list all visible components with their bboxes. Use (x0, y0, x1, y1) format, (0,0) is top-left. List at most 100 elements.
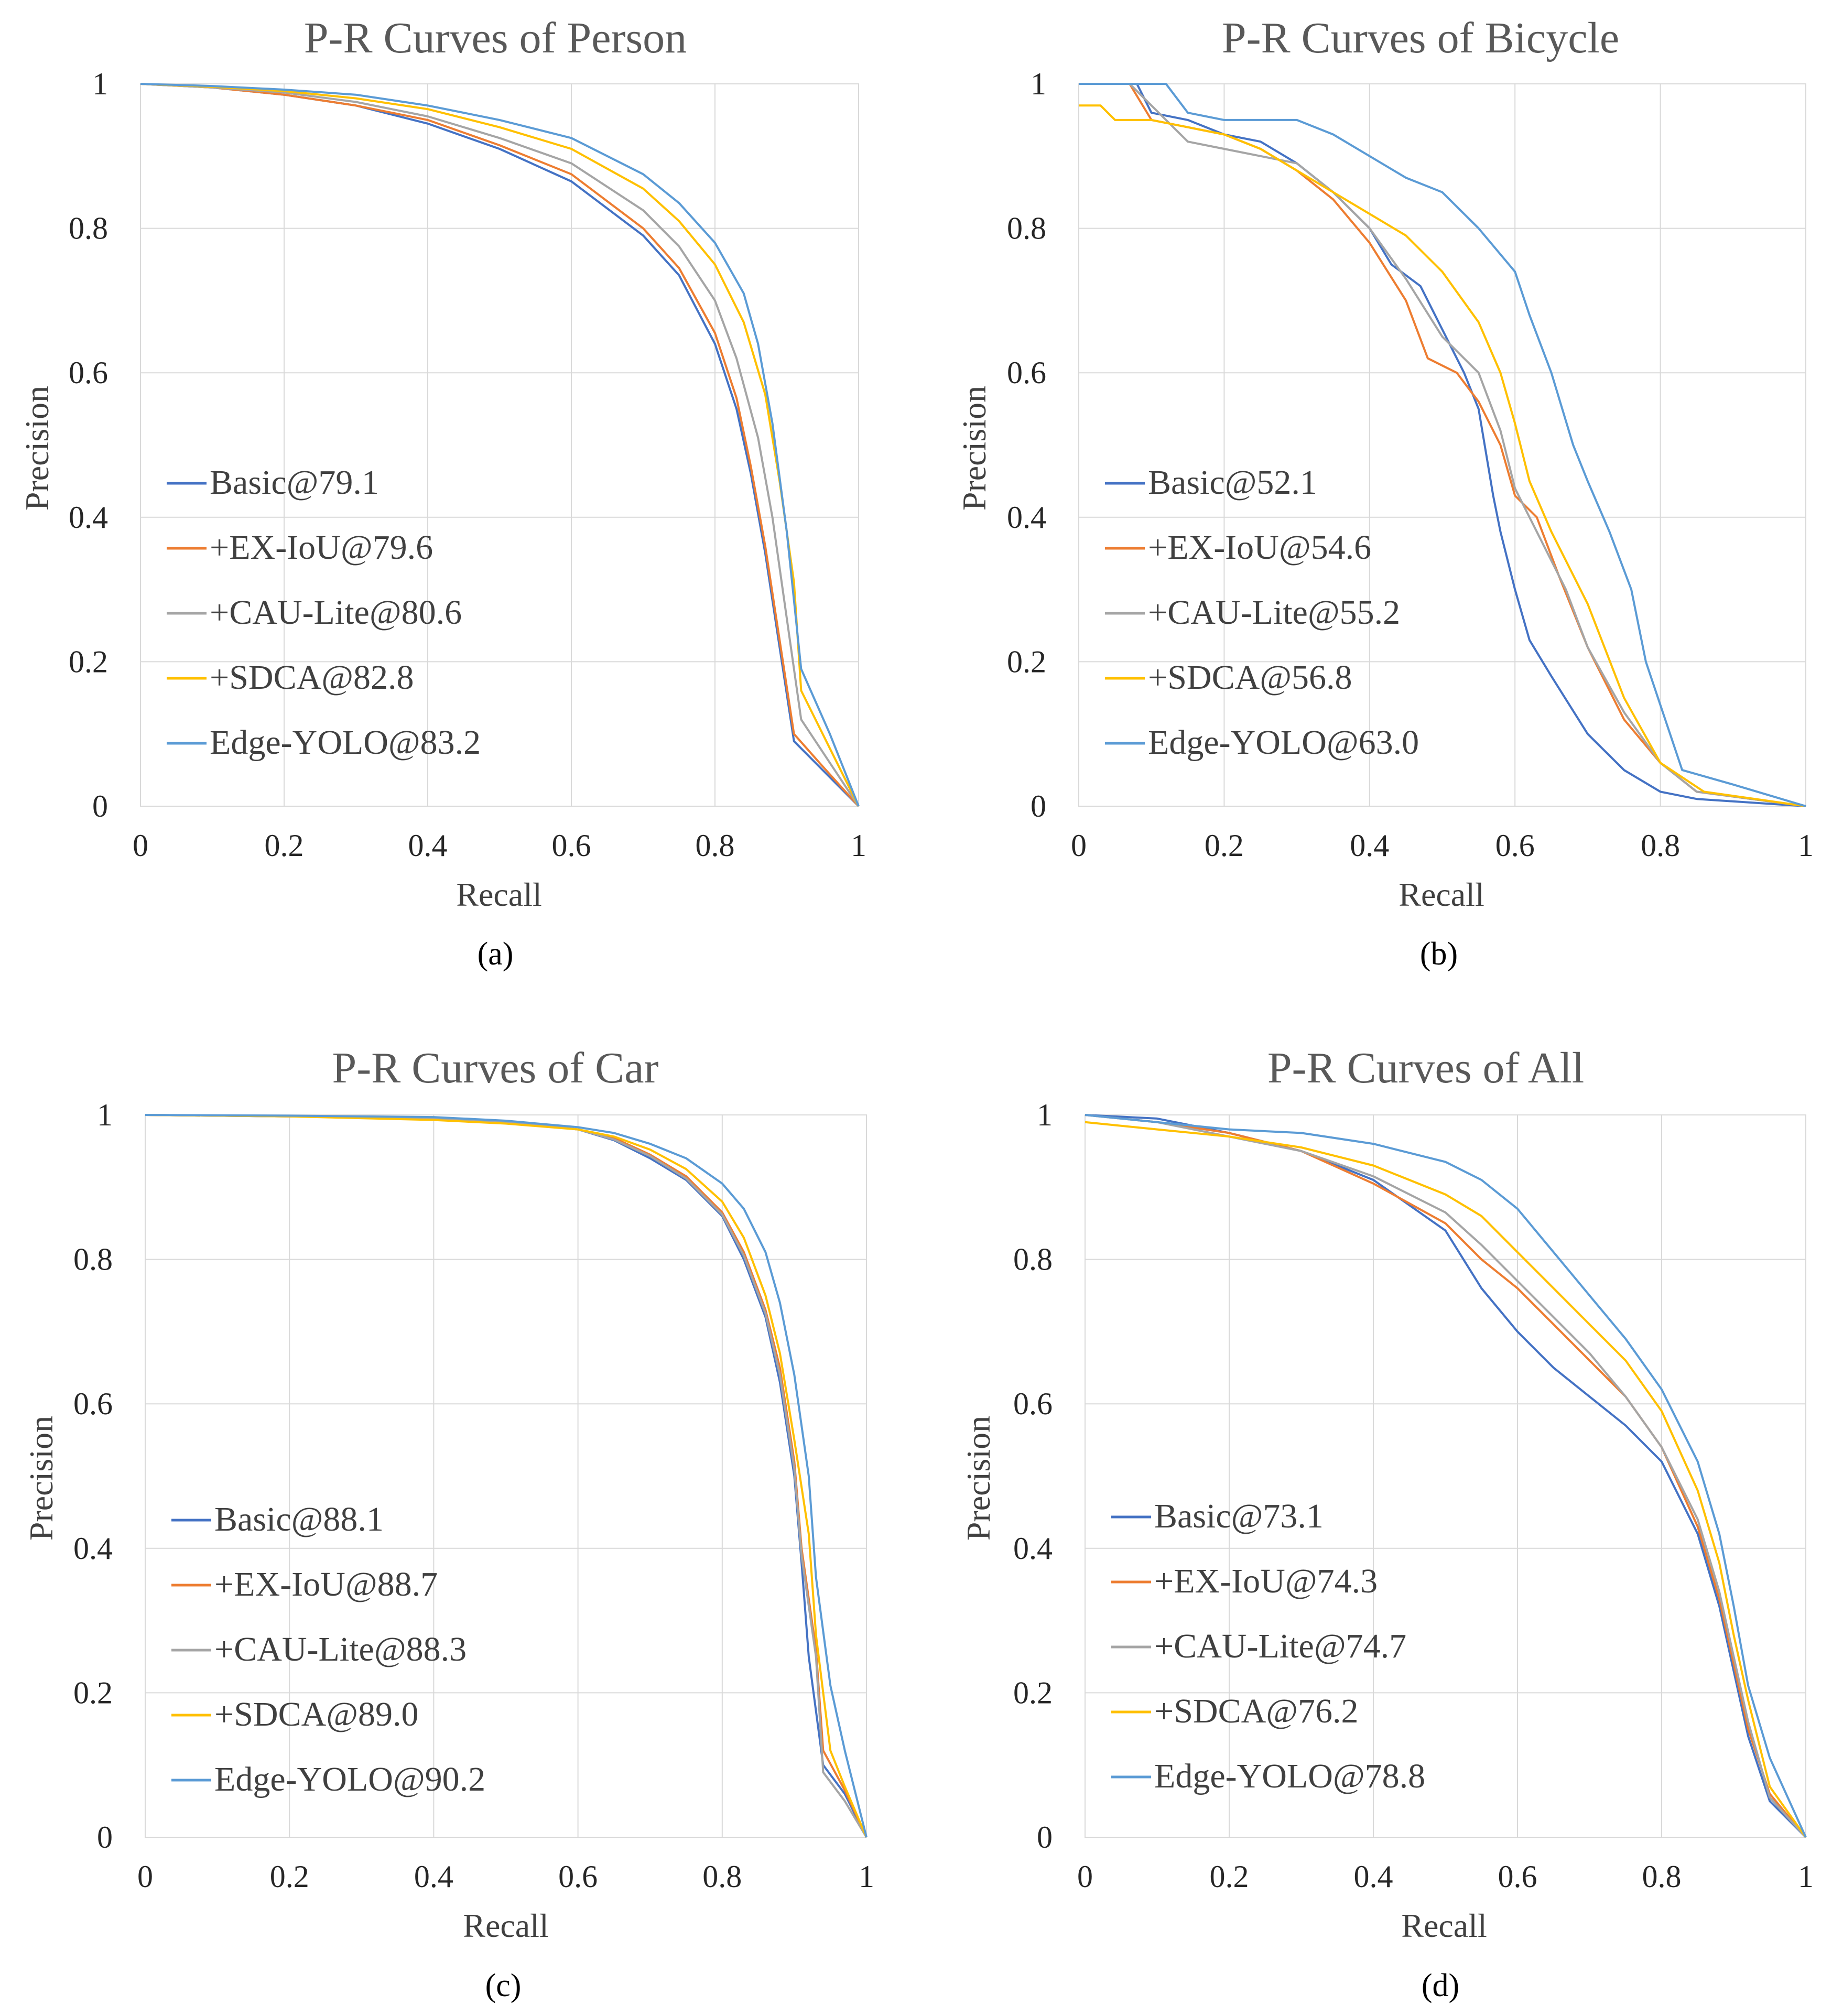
legend-item: +SDCA@56.8 (1105, 658, 1352, 697)
y-axis-label: Precision (23, 1416, 60, 1541)
x-tick-label: 1 (851, 828, 866, 863)
legend-item: +EX-IoU@74.3 (1111, 1562, 1378, 1600)
x-tick-label: 0.6 (552, 828, 591, 863)
legend-label: Basic@88.1 (214, 1500, 384, 1538)
plot-area (145, 1114, 867, 1838)
x-tick-label: 0.2 (270, 1859, 309, 1894)
chart-title: P-R Curves of Bicycle (1222, 14, 1619, 62)
legend: Basic@73.1 +EX-IoU@74.3 +CAU-Lite@74.7 +SDC… (1111, 1497, 1425, 1795)
legend-label: +CAU-Lite@74.7 (1154, 1627, 1406, 1665)
y-tick-label: 1 (97, 1098, 113, 1132)
x-axis-label: Recall (1399, 876, 1484, 913)
x-tick-label: 1 (859, 1859, 874, 1894)
legend-item: +CAU-Lite@55.2 (1105, 593, 1400, 632)
figure-caption: (c) (485, 1968, 522, 2003)
legend-item: +CAU-Lite@74.7 (1111, 1627, 1406, 1665)
y-tick-label: 0 (97, 1820, 113, 1855)
series-line (140, 83, 860, 807)
tick-labels: 0 0.2 0.4 0.6 0.8 1 0 0.2 0.4 0.6 0.8 1 (1013, 1098, 1814, 1894)
figure-caption: (a) (478, 936, 514, 972)
x-axis-label: Recall (463, 1907, 548, 1944)
plot-area (1085, 1114, 1806, 1838)
series-line (1079, 83, 1806, 807)
grid-lines (1085, 1114, 1806, 1838)
y-axis-label: Precision (960, 1416, 997, 1541)
legend-label: Basic@73.1 (1154, 1497, 1324, 1535)
series-line (140, 83, 860, 807)
x-tick-label: 0.8 (696, 828, 735, 863)
legend-item: Basic@73.1 (1111, 1497, 1324, 1535)
x-tick-label: 0.2 (265, 828, 304, 863)
chart-title: P-R Curves of Car (332, 1044, 659, 1092)
legend-item: +EX-IoU@79.6 (167, 528, 433, 567)
legend-label: +CAU-Lite@88.3 (214, 1630, 467, 1668)
figure-caption: (d) (1422, 1968, 1459, 2003)
legend-label: Edge-YOLO@78.8 (1154, 1757, 1425, 1795)
plot-area (1078, 83, 1806, 807)
x-tick-label: 0 (137, 1859, 153, 1894)
series-lines (145, 1114, 868, 1838)
y-tick-label: 0.8 (73, 1242, 113, 1277)
legend-label: Edge-YOLO@83.2 (210, 723, 481, 762)
chart-panel-person: P-R Curves of Person Precision Recall (a… (18, 14, 866, 972)
x-tick-label: 0.4 (408, 828, 448, 863)
y-tick-label: 0.6 (1007, 355, 1046, 390)
y-tick-label: 0.6 (73, 1386, 113, 1421)
legend-label: +EX-IoU@74.3 (1154, 1562, 1378, 1600)
legend-item: Basic@79.1 (167, 463, 379, 502)
legend-label: +SDCA@56.8 (1148, 658, 1352, 697)
y-axis-label: Precision (956, 386, 993, 511)
series-lines (1085, 1114, 1807, 1838)
chart-panel-all: P-R Curves of All Precision Recall (d) 0… (960, 1044, 1814, 2003)
y-tick-label: 0.4 (69, 500, 108, 535)
x-tick-label: 0.4 (414, 1859, 453, 1894)
legend-label: +EX-IoU@88.7 (214, 1565, 438, 1603)
y-tick-label: 0.6 (69, 355, 108, 390)
chart-panel-car: P-R Curves of Car Precision Recall (c) 0… (23, 1044, 874, 2003)
legend-item: +SDCA@82.8 (167, 658, 414, 697)
legend: Basic@52.1 +EX-IoU@54.6 +CAU-Lite@55.2 +SDC… (1105, 463, 1419, 762)
legend-item: +EX-IoU@88.7 (171, 1565, 438, 1603)
y-tick-label: 1 (1031, 67, 1046, 101)
series-line (145, 1114, 868, 1838)
series-lines (140, 83, 860, 807)
legend-item: Basic@52.1 (1105, 463, 1317, 502)
y-tick-label: 0.8 (1013, 1242, 1053, 1277)
series-line (1079, 83, 1806, 807)
x-tick-label: 0 (1071, 828, 1087, 863)
x-axis-label: Recall (1401, 1907, 1487, 1944)
series-line (140, 83, 860, 807)
legend-label: +SDCA@76.2 (1154, 1692, 1359, 1730)
series-line (140, 83, 860, 807)
legend-item: Basic@88.1 (171, 1500, 384, 1538)
legend-label: +CAU-Lite@80.6 (210, 593, 462, 632)
y-axis-label: Precision (18, 386, 56, 511)
figure-caption: (b) (1420, 936, 1458, 972)
y-tick-label: 1 (92, 67, 108, 101)
legend-label: Edge-YOLO@90.2 (214, 1760, 485, 1798)
legend-label: +EX-IoU@54.6 (1148, 528, 1371, 567)
series-line (145, 1114, 868, 1838)
legend-label: Edge-YOLO@63.0 (1148, 723, 1419, 762)
y-tick-label: 0.6 (1013, 1386, 1053, 1421)
y-tick-label: 0 (92, 789, 108, 823)
legend-item: +SDCA@89.0 (171, 1695, 419, 1733)
x-tick-label: 0.8 (702, 1859, 742, 1894)
series-line (140, 83, 860, 807)
legend-label: +CAU-Lite@55.2 (1148, 593, 1400, 632)
legend-item: +EX-IoU@54.6 (1105, 528, 1371, 567)
tick-labels: 0 0.2 0.4 0.6 0.8 1 0 0.2 0.4 0.6 0.8 1 (69, 67, 866, 863)
legend-label: Basic@79.1 (210, 463, 379, 502)
grid-lines (140, 83, 859, 807)
series-line (1079, 83, 1806, 807)
y-tick-label: 0.2 (69, 644, 108, 679)
legend: Basic@79.1 +EX-IoU@79.6 +CAU-Lite@80.6 +SDC… (167, 463, 481, 762)
y-tick-label: 0.2 (73, 1675, 113, 1710)
series-line (1085, 1114, 1807, 1838)
x-tick-label: 0.6 (1498, 1859, 1537, 1894)
tick-labels: 0 0.2 0.4 0.6 0.8 1 0 0.2 0.4 0.6 0.8 1 (1007, 67, 1814, 863)
y-tick-label: 1 (1037, 1098, 1053, 1132)
x-tick-label: 0.8 (1642, 1859, 1682, 1894)
legend-item: +CAU-Lite@80.6 (167, 593, 462, 632)
